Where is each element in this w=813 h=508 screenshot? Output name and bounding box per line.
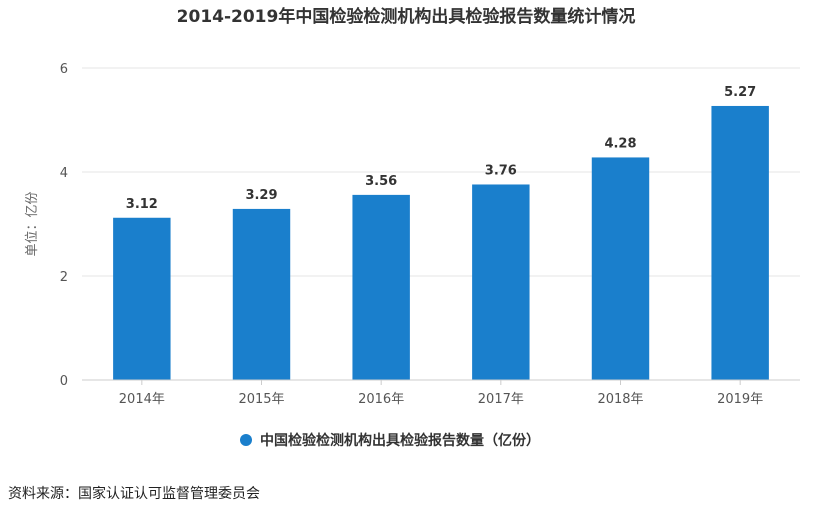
data-label: 3.29: [245, 188, 277, 203]
data-label: 5.27: [724, 85, 756, 100]
y-tick-label: 6: [60, 62, 68, 77]
chart-title: 2014-2019年中国检验检测机构出具检验报告数量统计情况: [177, 6, 636, 27]
x-tick-label: 2014年: [119, 392, 165, 407]
bar[interactable]: [591, 157, 650, 380]
x-tick-label: 2017年: [478, 392, 524, 407]
gridlines: [82, 67, 800, 277]
data-label: 3.12: [126, 197, 158, 212]
x-tick-label: 2015年: [238, 392, 284, 407]
legend[interactable]: 中国检验检测机构出具检验报告数量（亿份）: [240, 432, 540, 449]
legend-label: 中国检验检测机构出具检验报告数量（亿份）: [260, 432, 540, 449]
bar[interactable]: [232, 208, 291, 380]
data-label: 3.56: [365, 174, 397, 189]
y-axis-label: 单位：亿份: [25, 191, 40, 256]
x-axis-ticks: 2014年 2015年 2016年 2017年 2018年 2019年: [119, 380, 763, 407]
data-label: 4.28: [604, 136, 636, 151]
data-label: 3.76: [485, 163, 517, 178]
y-tick-label: 0: [60, 374, 68, 389]
y-tick-label: 4: [60, 166, 68, 181]
bars: [113, 105, 769, 381]
bar[interactable]: [113, 217, 171, 380]
source-text: 资料来源：国家认证认可监督管理委员会: [8, 485, 260, 502]
x-tick-label: 2016年: [358, 392, 404, 407]
data-labels: 3.12 3.29 3.56 3.76 4.28 5.27: [126, 85, 756, 212]
y-tick-label: 2: [60, 270, 68, 285]
x-tick-label: 2019年: [717, 392, 763, 407]
legend-marker: [240, 434, 252, 446]
bar[interactable]: [711, 105, 769, 381]
y-axis-ticks: 0 2 4 6: [60, 62, 68, 389]
x-tick-label: 2018年: [597, 392, 643, 407]
bar[interactable]: [472, 184, 530, 380]
bar[interactable]: [352, 194, 410, 380]
